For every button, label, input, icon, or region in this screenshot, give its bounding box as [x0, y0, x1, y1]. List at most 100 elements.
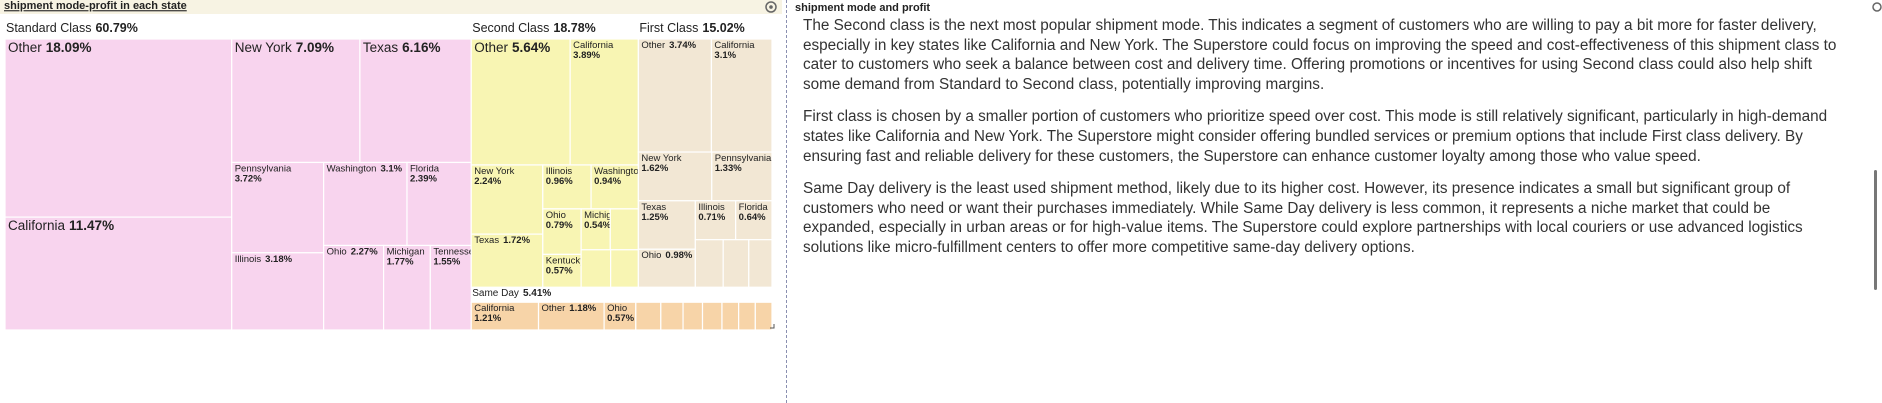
group-name: Same Day	[472, 289, 519, 300]
tile-value: 0.57%	[546, 266, 573, 277]
tile	[635, 301, 662, 331]
tile-name: Other	[474, 40, 508, 55]
tile-label: Ohio 0.79%	[546, 210, 573, 231]
tile-value: 3.74%	[669, 40, 696, 51]
tile-value: 0.94%	[594, 176, 621, 187]
tile-value: 3.1%	[714, 50, 736, 61]
tile-label: Texas 1.25%	[641, 202, 668, 223]
divider	[786, 0, 787, 403]
tile	[4, 216, 233, 331]
tile-label: Illinois 0.96%	[546, 166, 573, 187]
tile	[470, 301, 540, 331]
group-value: 15.02%	[702, 21, 744, 35]
paragraphs: The Second class is the next most popula…	[795, 16, 1867, 258]
tile-value: 1.77%	[387, 257, 414, 268]
treemap-panel: shipment mode-profit in each state Stand…	[0, 0, 782, 331]
tile-label: Texas 1.72%	[474, 236, 530, 247]
tile-name: Other	[8, 40, 42, 55]
tile-name: Pennsylvania	[715, 153, 772, 164]
tile	[542, 164, 592, 210]
settings-icon[interactable]	[765, 1, 777, 13]
tile	[754, 301, 773, 331]
tile	[429, 244, 472, 331]
tile-label: New York 1.62%	[641, 153, 681, 174]
tile-value: 0.79%	[546, 220, 573, 231]
tile-name: Ohio	[641, 251, 661, 262]
tile	[609, 208, 639, 251]
tile-name: Other	[542, 304, 566, 315]
tile-value: 18.09%	[46, 40, 92, 55]
tile-label: Ohio 0.57%	[607, 304, 634, 325]
tile	[590, 164, 639, 210]
tile-value: 1.18%	[569, 304, 596, 315]
tile	[721, 301, 740, 331]
tile-value: 5.64%	[512, 40, 550, 55]
tile	[722, 239, 750, 288]
resize-handle	[770, 324, 775, 329]
panel-title[interactable]: shipment mode-profit in each state	[4, 0, 187, 12]
tile-value: 1.55%	[433, 257, 460, 268]
tile-label: Washington 3.1%	[327, 164, 403, 175]
tile-name: California	[714, 40, 755, 51]
tile	[694, 200, 737, 241]
tile-label: Michigan 1.77%	[387, 247, 425, 268]
group-label: First Class 15.02%	[639, 21, 744, 35]
tile-value: 3.89%	[573, 50, 600, 61]
tile-value: 3.18%	[265, 254, 292, 265]
tile	[735, 200, 773, 241]
group-label: Second Class 18.78%	[472, 21, 596, 35]
tile-name: Ohio	[546, 210, 566, 221]
tile-name: Pennsylvania	[235, 164, 292, 175]
tile-label: Ohio 2.27%	[327, 247, 379, 258]
tile	[470, 233, 544, 288]
tile-name: Florida	[410, 164, 440, 175]
tile-label: Michigan 0.54%	[584, 210, 622, 231]
tile-label: Pennsylvania 3.72%	[235, 164, 292, 185]
tile-label: Tennessee 1.55%	[433, 247, 479, 268]
tile-label: California 3.89%	[573, 40, 614, 61]
group-name: Standard Class	[6, 21, 91, 35]
tile-value: 0.96%	[546, 176, 573, 187]
tile-value: 0.64%	[739, 212, 766, 223]
tile	[231, 38, 361, 164]
tile	[637, 248, 696, 288]
panel-title: shipment mode and profit	[795, 2, 931, 14]
tile-name: California	[573, 40, 614, 51]
paragraph: Same Day delivery is the least used ship…	[803, 180, 1803, 256]
tile	[682, 301, 704, 331]
tile-label: Other 3.74%	[641, 40, 696, 51]
tile-value: 7.09%	[296, 40, 334, 55]
tile-label: California 1.21%	[474, 304, 515, 325]
tile-value: 3.72%	[235, 174, 262, 185]
tile	[537, 301, 605, 331]
tile	[231, 252, 325, 331]
tile-label: Kentucky 0.57%	[546, 256, 585, 277]
tile-name: Illinois	[546, 166, 573, 177]
tile-label: Ohio 0.98%	[641, 251, 693, 262]
tile-value: 1.62%	[641, 163, 668, 174]
tile-value: 11.47%	[69, 218, 114, 233]
tile	[748, 239, 773, 288]
tile-value: 2.27%	[351, 247, 378, 258]
tile-value: 1.21%	[474, 314, 501, 325]
tile	[580, 208, 611, 251]
group-label: Same Day 5.41%	[472, 289, 551, 300]
tile-label: Other 1.18%	[542, 304, 597, 315]
tile-name: Illinois	[235, 254, 262, 265]
tile	[701, 301, 723, 331]
group-name: Second Class	[472, 21, 549, 35]
tile-name: Michigan	[387, 247, 425, 258]
tile-label: Pennsylvania 1.33%	[715, 153, 772, 174]
tile-name: Other	[641, 40, 665, 51]
tile-name: California	[474, 304, 515, 315]
tile-name: Texas	[363, 40, 399, 55]
tile	[323, 244, 385, 331]
tile	[542, 253, 582, 288]
tile-label: Florida 0.64%	[739, 202, 769, 223]
scrollbar[interactable]	[1874, 170, 1877, 290]
tile-label: Florida 2.39%	[410, 164, 440, 185]
group-label: Standard Class 60.79%	[6, 21, 138, 35]
tile-value: 0.54%	[584, 220, 611, 231]
settings-icon[interactable]	[1871, 2, 1882, 13]
tile	[4, 38, 233, 218]
